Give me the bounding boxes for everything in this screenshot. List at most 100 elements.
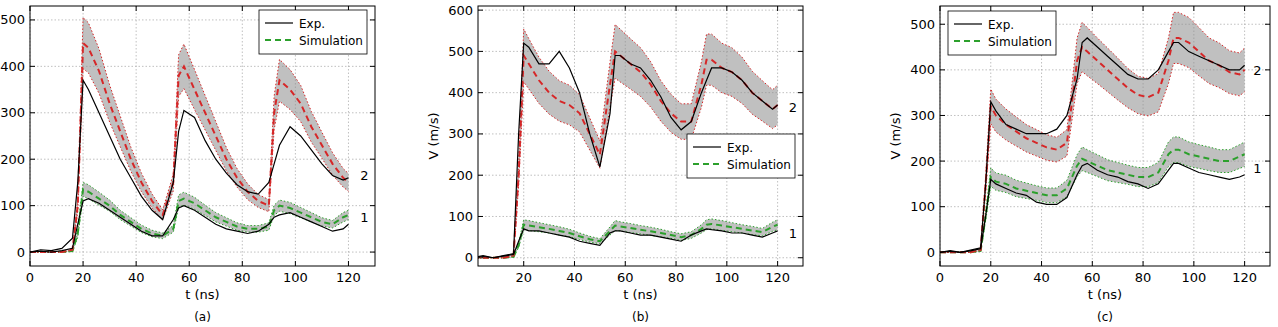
tick-mark xyxy=(1244,6,1245,11)
x-tick-label: 0 xyxy=(936,270,944,285)
band xyxy=(478,219,778,258)
page: {"chart_data": [ {"type": "line", "capti… xyxy=(0,0,1278,327)
tick-mark xyxy=(1092,6,1093,11)
tick-mark xyxy=(370,112,375,113)
y-tick-label: 400 xyxy=(448,85,473,100)
tick-mark xyxy=(777,6,778,11)
band-edge xyxy=(478,219,778,258)
legend-swatch xyxy=(693,163,721,165)
tick-mark xyxy=(136,261,137,266)
tick-mark xyxy=(1143,261,1144,266)
legend: Exp.Simulation xyxy=(259,10,367,54)
x-tick-label: 20 xyxy=(75,270,92,285)
band-edge xyxy=(478,25,778,258)
tick-mark xyxy=(1265,252,1270,253)
legend-box xyxy=(259,10,367,54)
tick-mark xyxy=(478,216,483,217)
caption: (a) xyxy=(194,310,211,324)
x-tick-label: 20 xyxy=(515,270,532,285)
x-tick-label: 40 xyxy=(1033,270,1050,285)
x-tick-label: 60 xyxy=(1084,270,1101,285)
band xyxy=(478,25,778,258)
legend-box xyxy=(687,134,795,178)
tick-mark xyxy=(777,261,778,266)
tick-mark xyxy=(370,66,375,67)
legend-swatch xyxy=(954,23,982,24)
legend: Exp.Simulation xyxy=(948,11,1056,55)
x-tick-label: 60 xyxy=(181,270,198,285)
tick-mark xyxy=(798,216,803,217)
grid-line xyxy=(1244,6,1245,266)
tick-mark xyxy=(990,261,991,266)
band-edge xyxy=(940,63,1245,252)
series-line xyxy=(30,199,348,252)
grid-line xyxy=(940,206,1270,207)
curve-label: 2 xyxy=(789,100,797,115)
band-edge xyxy=(30,69,348,252)
tick-mark xyxy=(1193,6,1194,11)
x-tick-label: 120 xyxy=(765,270,790,285)
plot-area xyxy=(478,25,778,258)
y-tick-label: 300 xyxy=(448,126,473,141)
legend-box xyxy=(948,11,1056,55)
tick-mark xyxy=(574,261,575,266)
grid-line xyxy=(478,216,803,217)
x-tick-label: 60 xyxy=(617,270,634,285)
y-tick-label: 300 xyxy=(0,105,25,120)
tick-mark xyxy=(370,19,375,20)
tick-mark xyxy=(798,10,803,11)
tick-mark xyxy=(1265,69,1270,70)
curve-label: 2 xyxy=(360,168,368,183)
tick-mark xyxy=(30,112,35,113)
grid-line xyxy=(574,6,575,266)
tick-mark xyxy=(1041,6,1042,11)
tick-mark xyxy=(523,261,524,266)
curve-label: 1 xyxy=(1253,161,1261,176)
tick-mark xyxy=(798,133,803,134)
legend-label: Simulation xyxy=(727,158,791,172)
grid-line xyxy=(478,10,803,11)
tick-mark xyxy=(478,175,483,176)
x-tick-label: 80 xyxy=(668,270,685,285)
series-line xyxy=(478,224,778,258)
caption: (c) xyxy=(1097,310,1113,324)
x-axis-label: t (ns) xyxy=(1088,287,1122,302)
y-tick-label: 400 xyxy=(0,59,25,74)
frame xyxy=(478,6,803,266)
tick-mark xyxy=(83,6,84,11)
legend-label: Simulation xyxy=(299,34,363,48)
tick-mark xyxy=(30,66,35,67)
curve-label: 1 xyxy=(360,210,368,225)
tick-mark xyxy=(478,133,483,134)
x-tick-label: 120 xyxy=(1232,270,1257,285)
x-tick-label: 40 xyxy=(128,270,145,285)
y-axis-label: V (m/s) xyxy=(888,113,903,160)
tick-mark xyxy=(676,6,677,11)
tick-mark xyxy=(726,261,727,266)
band xyxy=(30,182,348,252)
y-tick-label: 600 xyxy=(448,3,473,18)
grid-line xyxy=(30,252,375,253)
tick-mark xyxy=(30,159,35,160)
y-tick-label: 100 xyxy=(0,198,25,213)
band-edge xyxy=(478,229,778,258)
tick-mark xyxy=(940,24,945,25)
y-axis-label: V (m/s) xyxy=(426,113,441,160)
legend-label: Exp. xyxy=(988,18,1014,32)
tick-mark xyxy=(478,10,483,11)
tick-mark xyxy=(574,6,575,11)
x-tick-label: 80 xyxy=(234,270,251,285)
tick-mark xyxy=(798,92,803,93)
panel: 020406080100120010020030040050021t (ns)V… xyxy=(888,6,1270,324)
tick-mark xyxy=(370,205,375,206)
tick-mark xyxy=(1265,115,1270,116)
series-line xyxy=(940,38,1245,252)
tick-mark xyxy=(940,161,945,162)
y-tick-label: 100 xyxy=(910,199,935,214)
tick-mark xyxy=(1041,261,1042,266)
series-line xyxy=(940,150,1245,253)
tick-mark xyxy=(1244,261,1245,266)
legend-swatch xyxy=(954,40,982,42)
panel: 020406080100120010020030040050021t (ns)(… xyxy=(0,6,375,324)
x-tick-label: 20 xyxy=(982,270,999,285)
